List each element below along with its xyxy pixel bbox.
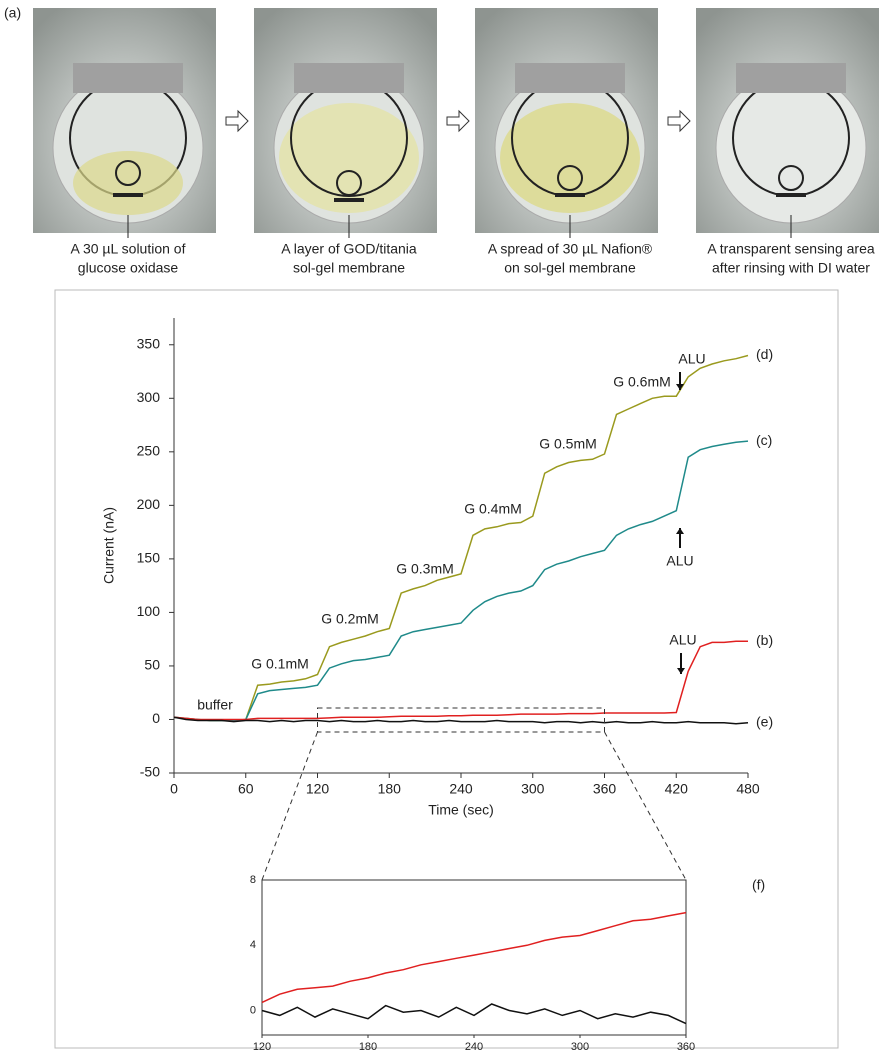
series-line	[261, 911, 687, 1004]
series-label: (b)	[756, 632, 773, 648]
x-tick-label: 180	[378, 781, 402, 797]
annotation: buffer	[197, 697, 233, 713]
y-tick-label: 150	[137, 550, 161, 566]
zoom-line	[261, 731, 318, 881]
x-tick-label: 60	[238, 781, 254, 797]
y-tick-label: -50	[140, 764, 160, 780]
x-axis-label: Time (sec)	[428, 802, 494, 818]
series-line	[173, 640, 748, 721]
panel-frame	[54, 289, 839, 1049]
series-line	[173, 716, 749, 725]
y-tick-label: 50	[144, 657, 160, 673]
photo-caption: A layer of GOD/titania	[281, 241, 417, 257]
photo	[33, 8, 216, 233]
annotation: G 0.4mM	[464, 501, 522, 517]
arrow-head	[676, 528, 684, 534]
series-label: (c)	[756, 432, 772, 448]
x-tick-label: 300	[571, 1041, 589, 1050]
photo-caption: A 30 µL solution of	[71, 241, 186, 257]
y-tick-label: 200	[137, 496, 161, 512]
y-tick-label: 4	[250, 939, 256, 951]
x-tick-label: 480	[736, 781, 760, 797]
x-tick-label: 360	[677, 1041, 695, 1050]
annotation: G 0.2mM	[321, 611, 379, 627]
x-tick-label: 240	[465, 1041, 483, 1050]
x-tick-label: 180	[359, 1041, 377, 1050]
annotation: ALU	[678, 351, 705, 367]
y-tick-label: 0	[250, 1004, 256, 1016]
x-tick-label: 300	[521, 781, 545, 797]
annotation: ALU	[669, 632, 696, 648]
y-tick-label: 300	[137, 389, 161, 405]
annotation: ALU	[666, 553, 693, 569]
series-label: (d)	[756, 346, 773, 362]
x-tick-label: 120	[306, 781, 330, 797]
zoom-line	[604, 731, 687, 881]
photo-caption: glucose oxidase	[78, 260, 179, 276]
panel-label: (a)	[4, 5, 21, 21]
photo	[475, 8, 658, 233]
series-line	[173, 440, 749, 722]
photo	[254, 8, 437, 233]
y-tick-label: 100	[137, 603, 161, 619]
x-tick-label: 420	[665, 781, 689, 797]
x-tick-label: 0	[170, 781, 178, 797]
photos	[33, 8, 879, 233]
y-tick-label: 350	[137, 335, 161, 351]
x-tick-label: 360	[593, 781, 617, 797]
photo-caption: A spread of 30 µL Nafion®	[488, 241, 653, 257]
annotation: G 0.1mM	[251, 656, 309, 672]
zoom-box	[317, 707, 605, 733]
photo-caption: A transparent sensing area	[707, 241, 875, 257]
x-tick-label: 120	[253, 1041, 271, 1050]
photo-caption: sol-gel membrane	[293, 260, 405, 276]
series-line	[173, 354, 749, 722]
y-axis-label: Current (nA)	[101, 507, 117, 584]
photo-caption: after rinsing with DI water	[712, 260, 870, 276]
y-tick-label: 0	[152, 710, 160, 726]
photo-caption: on sol-gel membrane	[504, 260, 636, 276]
x-tick-label: 240	[449, 781, 473, 797]
step-arrows	[225, 109, 691, 133]
y-tick-label: 8	[250, 874, 256, 886]
photo	[696, 8, 879, 233]
caption-pointers	[127, 215, 792, 238]
panel-label: (f)	[752, 877, 765, 893]
arrow-head	[677, 668, 685, 674]
series-label: (e)	[756, 713, 773, 729]
arrow-head	[676, 384, 684, 390]
series-line	[261, 1003, 687, 1025]
annotation: G 0.5mM	[539, 436, 597, 452]
annotation: G 0.3mM	[396, 561, 454, 577]
y-tick-label: 250	[137, 443, 161, 459]
annotation: G 0.6mM	[613, 374, 671, 390]
